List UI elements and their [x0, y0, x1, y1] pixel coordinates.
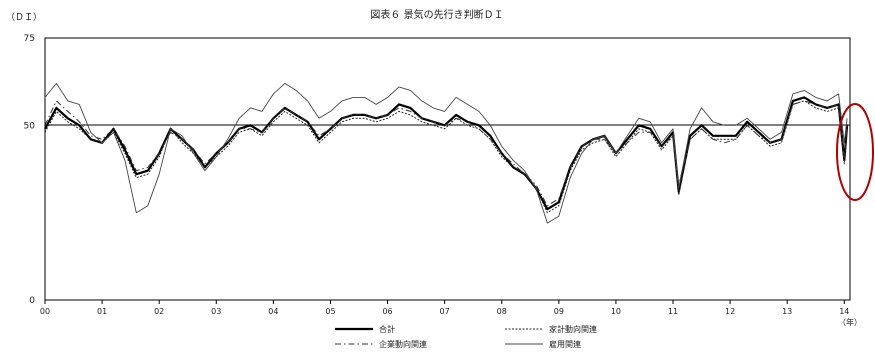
x-tick-label: 03 [211, 307, 221, 316]
x-tick-label: 08 [497, 307, 507, 316]
chart-title: 図表６ 景気の先行き判断ＤＩ [370, 8, 503, 21]
x-tick-label: 05 [325, 307, 335, 316]
x-tick-label: 02 [154, 307, 164, 316]
series-line-1 [44, 100, 848, 214]
x-tick-label: 10 [611, 307, 621, 316]
x-tick-label: 01 [97, 307, 107, 316]
x-tick-label: 04 [268, 307, 278, 316]
legend-label: 合計 [379, 324, 395, 334]
highlight-ellipse [836, 103, 874, 201]
series-lines [44, 82, 849, 224]
y-tick-label: 75 [24, 34, 35, 44]
legend-label: 企業動向関連 [379, 339, 427, 349]
series-line-2 [44, 100, 848, 207]
x-tick-labels: 00 01 02 03 04 05 06 07 08 09 10 11 12 13 14 [40, 300, 849, 316]
x-tick-label: 12 [725, 307, 735, 316]
x-tick-label: 11 [668, 307, 678, 316]
y-axis-label: （ＤＩ） [6, 12, 42, 23]
series-line-3 [44, 82, 848, 224]
x-unit-label: （年） [838, 317, 862, 327]
y-tick-labels: 0 50 75 [24, 34, 36, 306]
series-line-0 [44, 96, 849, 211]
y-tick-label: 50 [24, 121, 36, 131]
legend-label: 家計動向関連 [549, 324, 597, 334]
x-tick-label: 09 [554, 307, 564, 316]
y-tick-label: 0 [29, 296, 35, 306]
legend-label: 雇用関連 [549, 339, 581, 349]
x-tick-label: 00 [40, 307, 50, 316]
x-tick-label: 07 [440, 307, 450, 316]
x-tick-label: 14 [839, 307, 849, 316]
x-tick-label: 06 [382, 307, 392, 316]
plot-frame [44, 37, 851, 301]
x-tick-label: 13 [782, 307, 792, 316]
